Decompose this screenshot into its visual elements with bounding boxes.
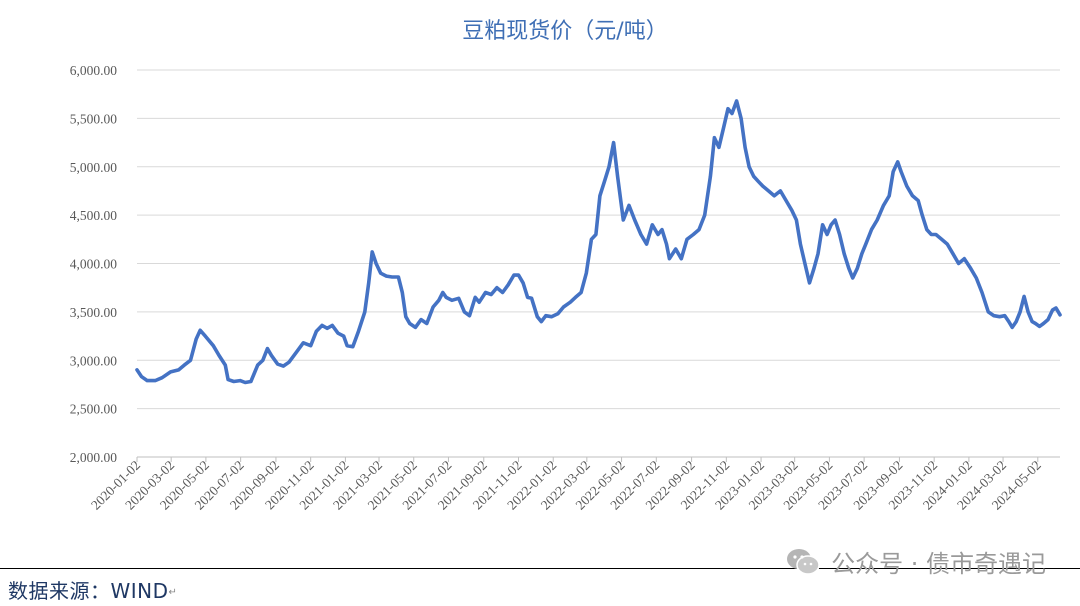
footer-divider [0,568,1080,569]
data-source: 数据来源：WIND↵ [8,575,177,604]
y-axis-tick-labels: 2,000.00 2,500.00 3,000.00 3,500.00 4,000.00… [70,63,118,465]
y-tick-label: 6,000.00 [70,63,118,78]
gridlines [137,69,1060,458]
y-tick-label: 3,500.00 [70,305,118,320]
chart-title: 豆粕现货价（元/吨） [462,19,667,44]
series-line [135,99,1062,385]
y-tick-label: 2,500.00 [70,402,118,417]
watermark: 公众号 · 债市奇遇记 [785,544,1046,579]
y-tick-label: 5,500.00 [70,111,118,126]
y-tick-label: 5,000.00 [70,160,118,175]
y-tick-label: 2,000.00 [70,450,118,465]
x-axis-tick-labels: 2020-01-022020-03-022020-05-022020-07-02… [88,458,1044,513]
chart-canvas: 豆粕现货价（元/吨） 2,000.00 2,500.00 3,000.00 3,500… [70,19,1062,513]
return-mark: ↵ [168,587,178,598]
x-axis [136,457,1039,462]
wechat-icon [785,547,821,577]
y-tick-label: 3,000.00 [70,353,118,368]
watermark-text: 公众号 · 债市奇遇记 [831,550,1046,578]
y-tick-label: 4,500.00 [70,208,118,223]
y-tick-label: 4,000.00 [70,257,118,272]
data-source-label: 数据来源：WIND [8,579,169,603]
